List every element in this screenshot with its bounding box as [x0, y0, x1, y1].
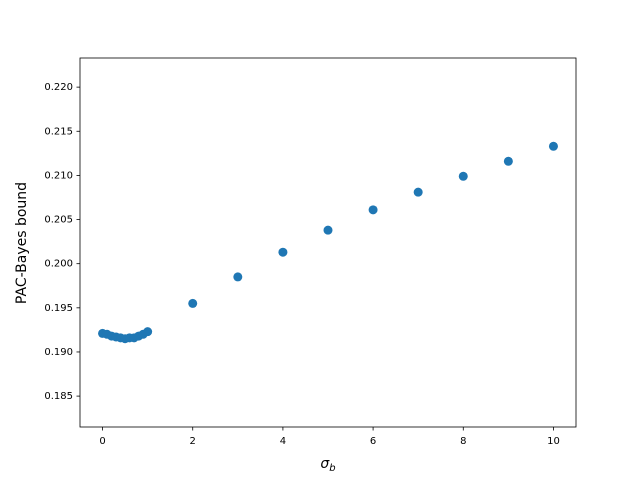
y-tick-label: 0.220 [44, 82, 73, 93]
x-tick-label: 6 [370, 436, 376, 447]
point [413, 187, 423, 197]
x-axis-label: σb [320, 456, 335, 474]
point [278, 247, 288, 257]
point [233, 272, 243, 282]
y-tick-label: 0.195 [44, 303, 73, 314]
y-tick-label: 0.205 [44, 215, 73, 226]
y-tick-label: 0.215 [44, 126, 73, 137]
y-tick-label: 0.210 [44, 170, 73, 181]
point [188, 298, 198, 308]
x-tick-label: 8 [460, 436, 466, 447]
y-tick-label: 0.190 [44, 347, 73, 358]
point [143, 327, 153, 337]
point [503, 156, 513, 166]
plot-frame [79, 57, 577, 428]
point [458, 171, 468, 181]
point [323, 225, 333, 235]
x-tick-label: 2 [190, 436, 196, 447]
point [548, 141, 558, 151]
point [368, 205, 378, 215]
x-tick-label: 0 [99, 436, 105, 447]
y-axis-label: PAC-Bayes bound [14, 182, 30, 304]
x-tick-label: 10 [547, 436, 560, 447]
y-tick-label: 0.185 [44, 391, 73, 402]
y-tick-label: 0.200 [44, 259, 73, 270]
x-tick-label: 4 [280, 436, 286, 447]
